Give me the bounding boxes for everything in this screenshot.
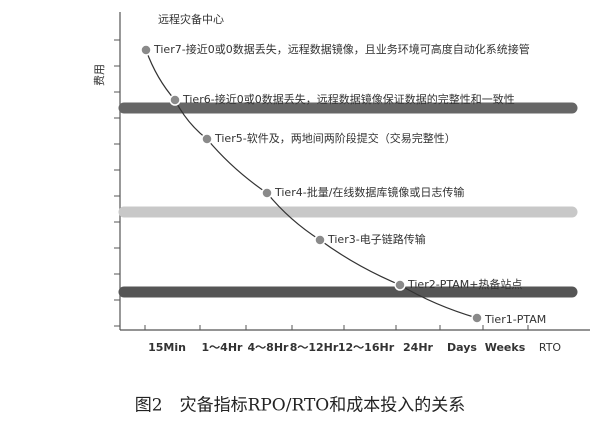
tier-point	[201, 133, 213, 145]
tier-point	[471, 312, 483, 324]
tier-label: Tier6-接近0或0数据丢失，远程数据镜像保证数据的完整性和一致性	[182, 92, 515, 106]
tier-point	[261, 187, 273, 199]
tier-label: Tier5-软件及，两地间两阶段提交（交易完整性）	[214, 131, 456, 145]
tier-label: Tier2-PTAM+热备站点	[407, 277, 522, 291]
x-tick-label: 12～16Hr	[338, 341, 395, 354]
x-tick-label: 8～12Hr	[290, 341, 339, 354]
tier-label: Tier4-批量/在线数据库镜像或日志传输	[274, 185, 464, 199]
x-tick-label: Days	[447, 341, 477, 354]
tier-point	[314, 234, 326, 246]
x-tick-label: RTO	[539, 341, 562, 354]
y-axis-label: 费用	[93, 64, 106, 86]
caption: 图2 灾备指标RPO/RTO和成本投入的关系	[135, 396, 466, 416]
tier-label: Tier1-PTAM	[484, 313, 546, 326]
x-tick-label: 1～4Hr	[202, 341, 244, 354]
tier-point	[140, 44, 152, 56]
x-tick-label: 4～8Hr	[248, 341, 290, 354]
tier-label: Tier3-电子链路传输	[327, 232, 426, 246]
diagram: 远程灾备中心 费用 图2 灾备指标RPO/RTO和成本投入的关系	[93, 12, 590, 416]
x-tick-label: 15Min	[148, 341, 186, 354]
top-label: 远程灾备中心	[158, 12, 224, 26]
tier-point	[169, 94, 181, 106]
x-tick-label: Weeks	[485, 341, 526, 354]
tier-label: Tier7-接近0或0数据丢失，远程数据镜像，且业务环境可高度自动化系统接管	[153, 42, 530, 56]
tier-point	[394, 279, 406, 291]
x-tick-label: 24Hr	[403, 341, 434, 354]
